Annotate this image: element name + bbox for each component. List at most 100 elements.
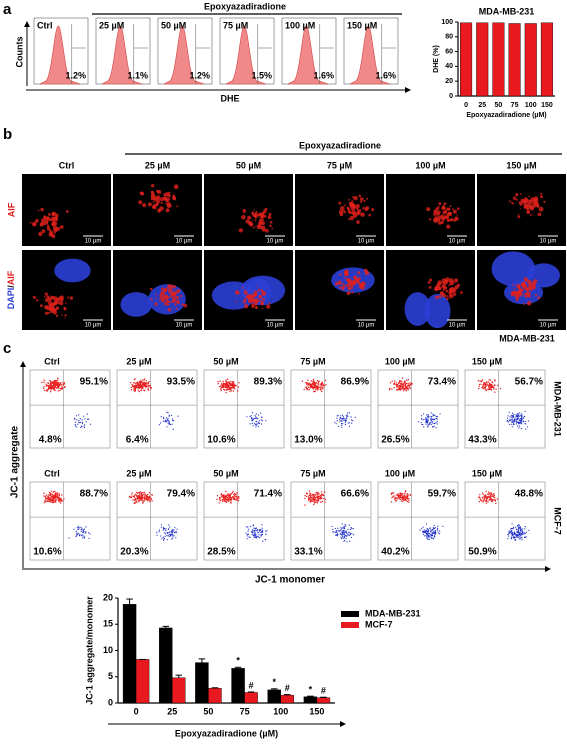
aif-signal (533, 205, 535, 208)
event (323, 384, 325, 386)
aif-signal (266, 304, 271, 309)
event (437, 532, 440, 534)
aif-signal (512, 283, 515, 286)
aif-signal (255, 211, 258, 214)
event (344, 539, 346, 542)
event (55, 385, 57, 387)
event (419, 529, 421, 531)
event (342, 416, 344, 418)
event (395, 384, 398, 386)
event (251, 412, 254, 414)
event (348, 531, 350, 534)
event (219, 499, 221, 501)
scatter-frame (29, 481, 111, 561)
event (141, 492, 143, 494)
event (49, 383, 51, 385)
event (519, 536, 521, 538)
aif-signal (253, 292, 258, 297)
event (520, 427, 523, 430)
event (316, 494, 319, 496)
event (303, 388, 305, 391)
event (254, 532, 256, 534)
aif-signal (52, 222, 56, 227)
significance-marker: # (285, 683, 290, 693)
aif-signal (517, 215, 521, 219)
event (432, 537, 434, 539)
aif-signal (353, 196, 358, 201)
event (148, 492, 151, 494)
aif-signal (33, 223, 36, 226)
aif-signal (59, 301, 64, 306)
event (522, 417, 524, 419)
event (524, 536, 526, 539)
aif-signal (45, 221, 49, 224)
event (260, 412, 262, 414)
event (426, 533, 428, 535)
event (315, 499, 318, 501)
event (308, 389, 310, 391)
event (43, 379, 45, 381)
aif-signal (259, 300, 262, 303)
row-label-part: AIF (6, 270, 16, 285)
event (323, 385, 326, 387)
event (167, 412, 169, 414)
event (512, 415, 515, 417)
event (139, 380, 141, 383)
event (427, 425, 429, 427)
event (432, 418, 434, 420)
lower-percent: 10.6% (207, 435, 235, 446)
error-bar (175, 674, 183, 678)
event (435, 417, 437, 419)
event (261, 420, 263, 422)
event (343, 540, 345, 542)
event (337, 527, 339, 529)
event (168, 422, 170, 424)
aif-signal (351, 291, 354, 294)
aif-signal (261, 225, 266, 230)
event (144, 383, 146, 385)
event (488, 379, 491, 381)
event (336, 531, 338, 533)
x-tick-label: 50 (203, 706, 213, 716)
aif-signal (176, 205, 179, 208)
event (75, 530, 77, 533)
event (407, 385, 409, 387)
event (320, 494, 323, 496)
aif-signal (338, 201, 342, 205)
event (305, 386, 307, 389)
event (227, 385, 229, 387)
error-bar (234, 666, 242, 669)
event (64, 385, 66, 388)
event (520, 528, 522, 530)
event (165, 419, 167, 421)
event (83, 415, 85, 417)
event (158, 529, 160, 531)
event (265, 530, 267, 532)
event (57, 377, 59, 379)
aif-signal (519, 201, 521, 203)
event (312, 383, 314, 385)
event (521, 529, 523, 531)
histogram (163, 25, 205, 85)
event (332, 528, 334, 530)
event (487, 501, 489, 503)
event (478, 501, 481, 503)
event (130, 389, 133, 391)
event (433, 525, 435, 527)
event (340, 527, 342, 529)
event (49, 500, 52, 502)
bar (316, 697, 331, 704)
bar (303, 696, 318, 704)
event (139, 497, 141, 500)
bar (135, 659, 150, 704)
aif-signal (427, 281, 431, 284)
event (144, 378, 146, 380)
event (84, 424, 86, 426)
event (524, 526, 526, 528)
event (519, 425, 521, 427)
event (334, 527, 336, 530)
event (233, 386, 235, 389)
event (228, 497, 230, 499)
aif-signal (532, 202, 535, 206)
x-tick-label: 25 (167, 706, 177, 716)
